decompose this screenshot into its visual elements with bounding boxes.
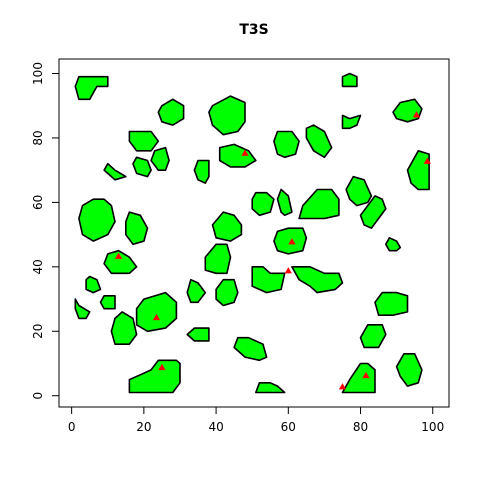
triangle-marker — [412, 111, 421, 118]
region-polygon — [359, 323, 387, 349]
region-polygon — [135, 291, 178, 333]
region-polygon — [211, 211, 243, 242]
region-polygon — [273, 130, 300, 159]
triangle-marker — [338, 383, 347, 390]
region-polygon — [255, 381, 286, 394]
region-polygon — [406, 150, 430, 191]
triangle-marker — [114, 252, 123, 259]
region-polygon — [193, 159, 210, 184]
triangle-marker — [423, 157, 431, 164]
region-polygon — [341, 72, 358, 88]
x-tick-label: 80 — [353, 420, 368, 434]
y-tick-label: 60 — [31, 195, 45, 210]
y-tick-label: 40 — [31, 259, 45, 274]
region-polygon — [341, 114, 362, 130]
region-polygon — [392, 98, 423, 123]
region-polygon — [341, 362, 376, 394]
region-polygon — [85, 275, 102, 294]
region-polygon — [186, 327, 210, 342]
region-polygon — [110, 311, 138, 346]
region-polygon — [218, 143, 257, 168]
x-tick-label: 60 — [281, 420, 296, 434]
y-tick-label: 80 — [31, 130, 45, 145]
region-polygon — [78, 198, 116, 242]
region-polygon — [305, 124, 333, 159]
x-tick-label: 0 — [68, 420, 76, 434]
region-polygon — [215, 278, 239, 307]
region-polygon — [298, 188, 340, 220]
x-axis: 0 20 40 60 80 100 — [68, 406, 444, 434]
region-polygon — [74, 75, 109, 101]
x-tick-label: 100 — [421, 420, 444, 434]
region-polygon — [208, 95, 246, 136]
region-polygon — [128, 130, 160, 152]
region-polygon — [74, 298, 91, 320]
region-polygon — [186, 278, 207, 304]
marker-layer — [114, 111, 431, 390]
x-tick-label: 20 — [136, 420, 151, 434]
y-tick-label: 20 — [31, 324, 45, 339]
triangle-marker — [152, 313, 161, 321]
x-tick-label: 40 — [208, 420, 223, 434]
region-polygon — [150, 146, 170, 171]
region-polygon — [395, 352, 423, 387]
triangle-marker — [158, 363, 166, 371]
region-polygon — [128, 359, 181, 394]
chart-title: T3S — [239, 22, 268, 38]
polygon-layer — [74, 72, 430, 394]
region-polygon — [204, 243, 232, 275]
region-polygon — [384, 237, 402, 252]
region-polygon — [345, 175, 373, 207]
region-polygon — [125, 211, 149, 246]
region-polygon — [157, 98, 185, 126]
region-polygon — [103, 162, 127, 181]
triangle-marker — [284, 267, 292, 274]
region-polygon — [132, 156, 152, 178]
region-polygon — [103, 249, 138, 275]
region-polygon — [233, 336, 268, 362]
region-polygon — [291, 265, 344, 294]
region-polygon — [99, 294, 116, 310]
triangle-marker — [241, 149, 249, 156]
triangle-marker — [362, 371, 370, 379]
region-polygon — [251, 265, 286, 294]
region-polygon — [276, 188, 293, 217]
y-tick-label: 0 — [31, 392, 45, 400]
triangle-marker — [288, 238, 296, 245]
y-tick-label: 100 — [31, 62, 45, 85]
y-axis: 0 20 40 60 80 100 — [31, 62, 60, 400]
region-polygon — [359, 195, 387, 229]
region-polygon — [374, 291, 409, 317]
region-polygon — [251, 191, 275, 217]
region-polygon — [273, 227, 308, 255]
